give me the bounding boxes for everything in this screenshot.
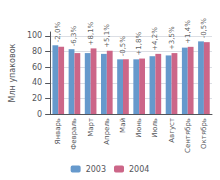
svg-text:Октябрь: Октябрь (200, 118, 208, 149)
svg-text:Июнь: Июнь (135, 118, 143, 138)
svg-text:-2,0%: -2,0% (54, 22, 62, 43)
svg-text:-6,3%: -6,3% (70, 26, 78, 47)
svg-text:100: 100 (27, 31, 42, 40)
svg-text:+1,4%: +1,4% (184, 20, 192, 44)
svg-text:+4,2%: +4,2% (151, 27, 159, 51)
svg-text:+8,1%: +8,1% (87, 21, 95, 45)
svg-text:-0,5%: -0,5% (119, 36, 127, 57)
svg-text:Апрель: Апрель (103, 118, 111, 145)
svg-text:Сентябрь: Сентябрь (184, 118, 192, 153)
svg-text:2003: 2003 (86, 165, 106, 174)
svg-text:0: 0 (37, 110, 42, 119)
svg-text:Июль: Июль (151, 118, 159, 138)
svg-text:+5,1%: +5,1% (103, 24, 111, 48)
svg-text:20: 20 (32, 94, 42, 103)
svg-text:60: 60 (32, 63, 42, 72)
svg-text:Февраль: Февраль (70, 118, 78, 150)
svg-text:Март: Март (87, 118, 95, 137)
svg-text:Август: Август (168, 118, 176, 143)
svg-text:2004: 2004 (129, 165, 149, 174)
svg-text:+1,8%: +1,8% (135, 32, 143, 56)
svg-text:+3,5%: +3,5% (168, 26, 176, 50)
svg-text:Январь: Январь (54, 118, 62, 144)
svg-text:-0,5%: -0,5% (200, 18, 208, 39)
svg-text:Млн упаковок: Млн упаковок (8, 43, 17, 102)
svg-text:40: 40 (32, 78, 42, 87)
svg-text:Май: Май (119, 118, 127, 133)
svg-text:80: 80 (32, 47, 42, 56)
